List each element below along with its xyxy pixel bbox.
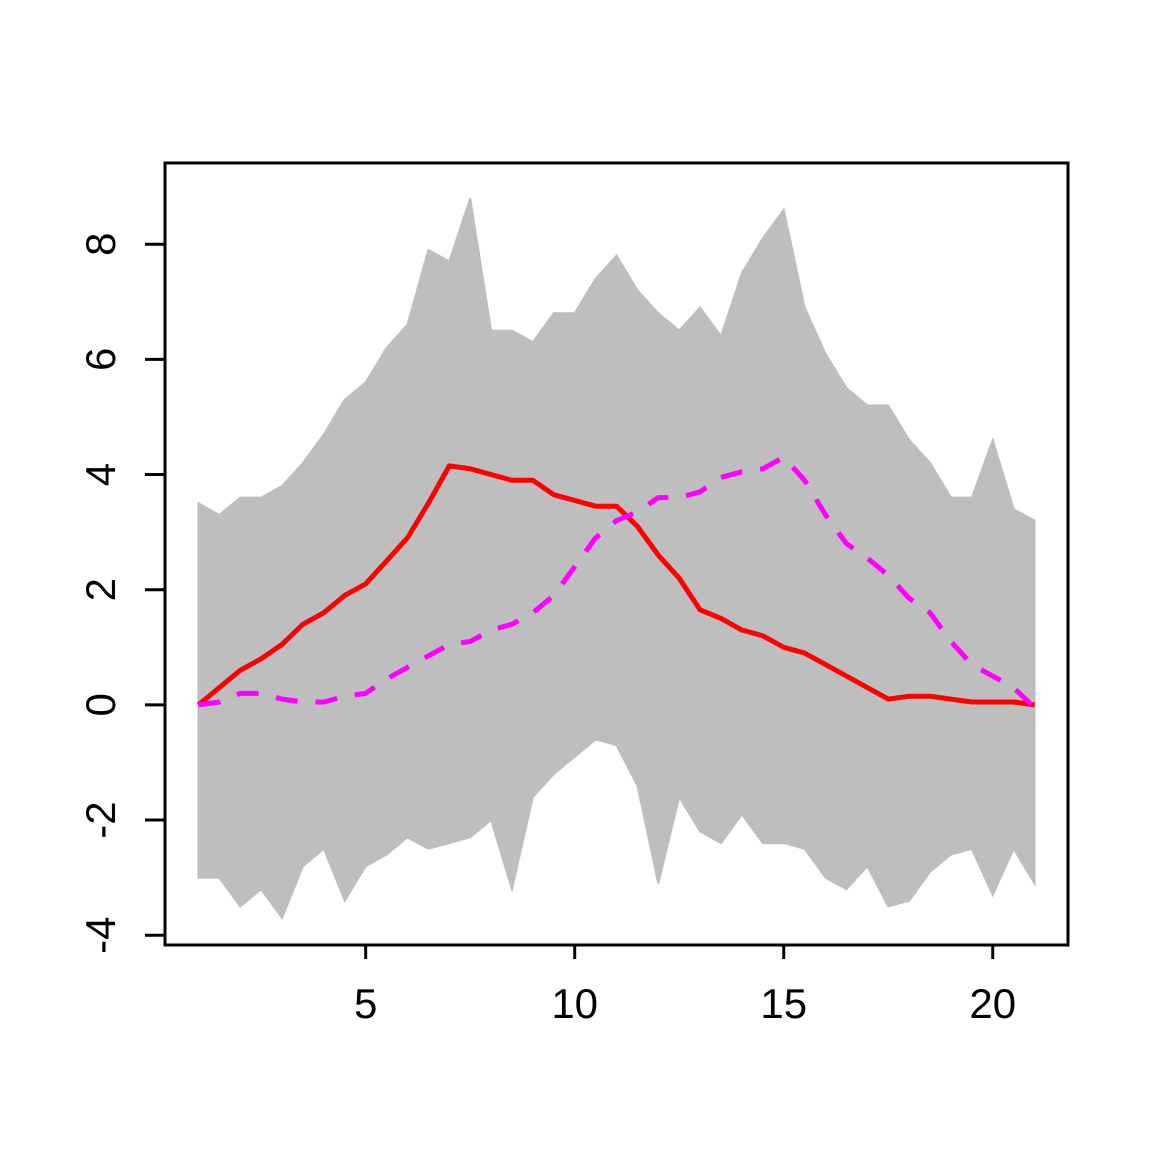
y-tick-label: 0 bbox=[77, 693, 124, 716]
data-line bbox=[198, 454, 1037, 710]
x-tick-label: 5 bbox=[354, 980, 377, 1027]
y-tick-label: 8 bbox=[77, 233, 124, 256]
x-tick-label: 20 bbox=[969, 980, 1016, 1027]
data-line bbox=[196, 463, 1035, 708]
y-tick-label: 2 bbox=[77, 578, 124, 601]
y-tick-label: 4 bbox=[77, 463, 124, 486]
y-tick-label: -4 bbox=[77, 917, 124, 954]
y-tick-label: -2 bbox=[77, 801, 124, 838]
x-tick-label: 15 bbox=[760, 980, 807, 1027]
y-tick-label: 6 bbox=[77, 348, 124, 371]
x-tick-label: 10 bbox=[551, 980, 598, 1027]
range-band bbox=[197, 197, 1036, 920]
